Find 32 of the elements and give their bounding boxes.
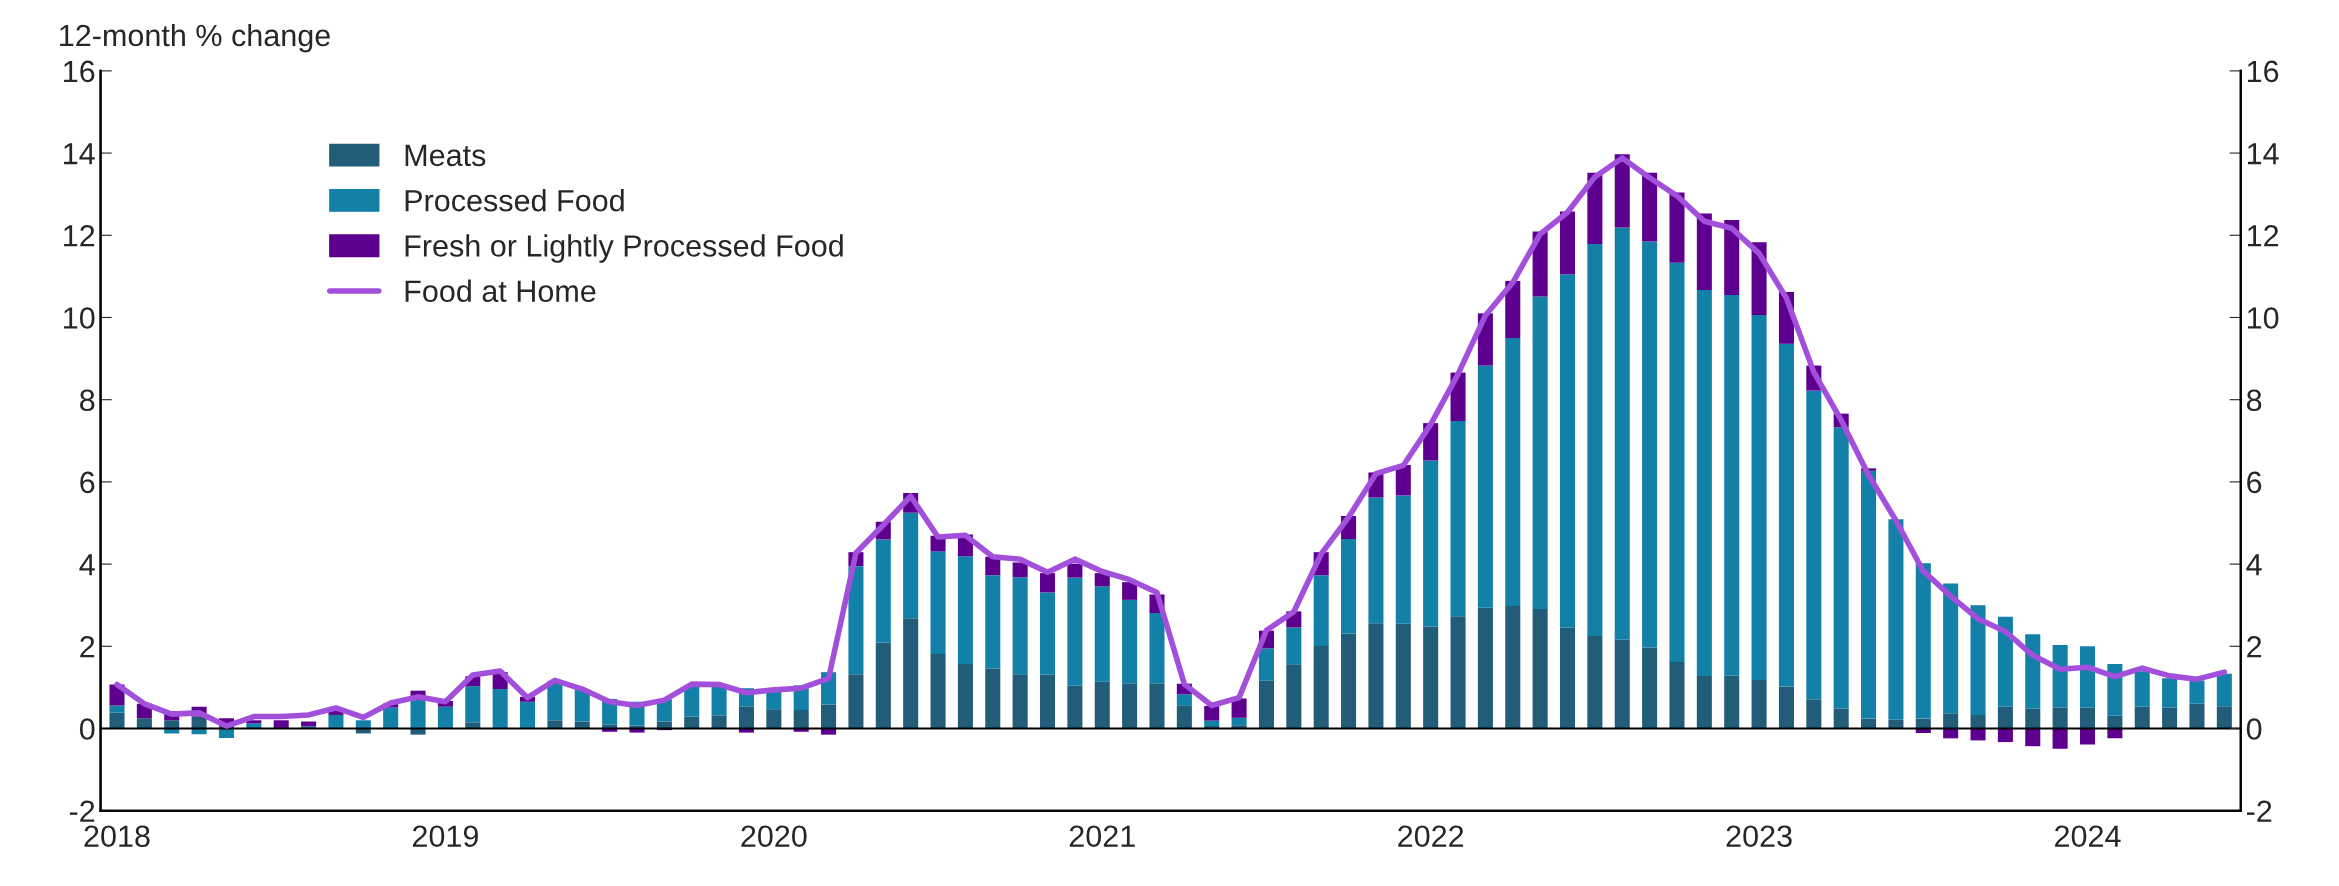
y2-tick-label: 14	[2247, 143, 2279, 165]
y2-tick-label: -2	[2246, 800, 2272, 822]
y2-tick-label: 8	[2246, 389, 2262, 412]
y2-tick-label: 0	[2246, 718, 2262, 740]
x-tick-label: 2024	[2055, 825, 2121, 848]
x-tick-label: 2019	[412, 825, 478, 848]
x-tick-label: 2021	[1069, 825, 1135, 848]
y2-tick-label: 6	[2247, 471, 2262, 494]
y-tick-label: 12	[64, 225, 95, 247]
y-axis-title: 12-month % change	[60, 23, 330, 53]
legend-label: Processed Food	[405, 189, 624, 212]
y-tick-label: -2	[69, 800, 95, 822]
x-tick-label: 2018	[84, 825, 150, 848]
y2-tick-label: 10	[2247, 307, 2279, 329]
legend-label: Food at Home	[405, 279, 596, 303]
legend-label: Fresh or Lightly Processed Food	[405, 234, 843, 263]
y2-tick-label: 16	[2247, 60, 2279, 83]
x-tick-label: 2022	[1398, 825, 1464, 848]
x-tick-label: 2023	[1726, 825, 1792, 848]
legend-label: Meats	[405, 144, 486, 167]
y-tick-label: 2	[80, 636, 95, 658]
y-tick-label: 16	[64, 60, 95, 83]
y2-tick-label: 4	[2246, 554, 2262, 576]
y2-tick-label: 12	[2247, 225, 2279, 247]
y-tick-label: 14	[64, 143, 95, 165]
y-tick-label: 6	[80, 471, 95, 494]
y2-tick-label: 2	[2247, 636, 2262, 658]
y-tick-label: 8	[80, 389, 95, 412]
y-tick-label: 0	[79, 718, 95, 740]
y-tick-label: 10	[64, 307, 95, 329]
y-tick-label: 4	[79, 554, 95, 576]
x-tick-label: 2020	[741, 825, 807, 848]
